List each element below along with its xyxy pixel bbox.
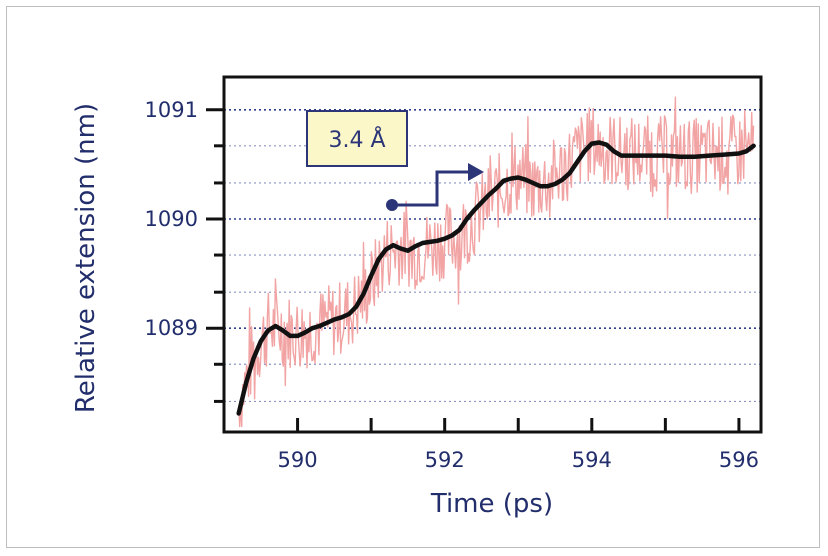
y-axis-title: Relative extension (nm): [71, 103, 101, 413]
tick-labels: 1089 1090 1091 590 592 594 596: [145, 98, 759, 472]
step-annotation: 3.4 Å: [306, 110, 484, 211]
x-tick-label: 590: [278, 448, 318, 472]
smoothed-trace-series: [236, 140, 756, 416]
y-tick-label: 1090: [145, 207, 198, 231]
step-arrow-origin-dot: [386, 199, 398, 211]
step-arrow-head-icon: [468, 163, 484, 181]
smoothed-trace-line: [236, 140, 756, 416]
raw-trace-line: [238, 96, 755, 428]
figure-frame: [6, 6, 820, 548]
x-tick-label: 596: [719, 448, 759, 472]
axis-ticks: [206, 108, 741, 432]
x-tick-label: 594: [572, 448, 612, 472]
annotation-box: [306, 110, 408, 167]
y-tick-label: 1091: [145, 98, 198, 122]
y-tick-label: 1089: [145, 316, 198, 340]
x-tick-label: 592: [425, 448, 465, 472]
annotation-label: 3.4 Å: [328, 126, 385, 153]
raw-trace-series: [238, 96, 755, 428]
step-arrow-line: [392, 170, 470, 207]
x-axis-title: Time (ps): [430, 489, 553, 519]
